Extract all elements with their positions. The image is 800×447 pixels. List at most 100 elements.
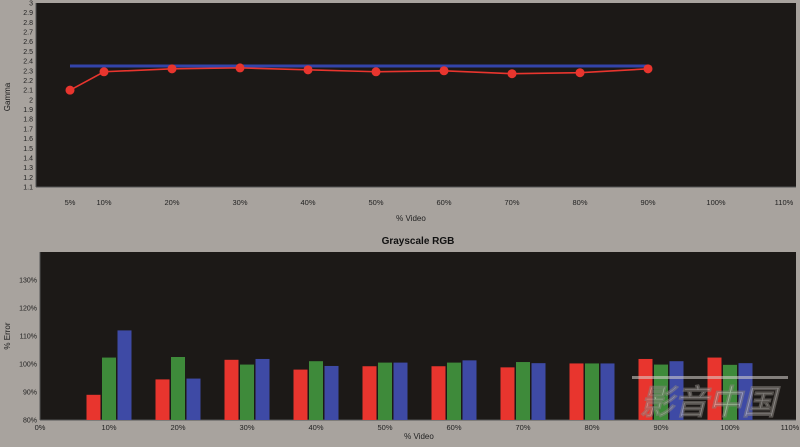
- red-bar: [569, 363, 584, 420]
- rgb-x-tick-labels: 0% 10% 20% 30% 40% 50% 60% 70% 80% 90% 100% 110%: [35, 423, 800, 432]
- blue-bar: [462, 360, 477, 420]
- green-bar: [240, 364, 254, 420]
- green-bar: [102, 357, 116, 420]
- rgb-y-tick-label: 110%: [20, 334, 37, 341]
- rgb-x-tick-label: 20%: [170, 423, 185, 432]
- gamma-x-tick-label: 110%: [775, 198, 794, 207]
- rgb-x-tick-label: 100%: [720, 423, 740, 432]
- green-bar: [585, 363, 599, 420]
- green-bar: [171, 357, 185, 420]
- gamma-y-tick-label: 2.4: [23, 59, 33, 66]
- gamma-data-point: [99, 67, 109, 77]
- gamma-y-tick-label: 2: [29, 97, 33, 104]
- gamma-y-tick-label: 3: [29, 1, 33, 8]
- gamma-data-point: [507, 69, 517, 79]
- gamma-x-axis-label: % Video: [396, 214, 426, 223]
- gamma-y-tick-label: 2.8: [23, 20, 33, 27]
- gamma-data-point: [65, 85, 75, 95]
- green-bar: [378, 362, 392, 420]
- gamma-x-tick-label: 20%: [164, 198, 179, 207]
- grayscale-rgb-chart: Grayscale RGB 80% 90% 100% 110% 120% 130% 0% 1…: [3, 236, 800, 441]
- blue-bar: [117, 330, 132, 420]
- rgb-x-tick-label: 0%: [35, 423, 46, 432]
- rgb-y-tick-label: 130%: [19, 278, 37, 285]
- gamma-y-tick-label: 2.5: [23, 49, 33, 56]
- gamma-x-tick-label: 10%: [96, 198, 111, 207]
- green-bar: [447, 362, 461, 420]
- rgb-y-tick-labels: 80% 90% 100% 110% 120% 130%: [19, 278, 37, 425]
- gamma-y-tick-label: 2.1: [23, 88, 33, 95]
- rgb-y-tick-label: 120%: [19, 306, 37, 313]
- red-bar: [224, 359, 239, 420]
- gamma-data-point: [235, 63, 245, 73]
- rgb-y-tick-label: 90%: [23, 390, 37, 397]
- gamma-data-point: [167, 64, 177, 74]
- gamma-y-tick-label: 2.2: [23, 78, 33, 85]
- gamma-x-tick-label: 90%: [640, 198, 655, 207]
- gamma-y-tick-label: 1.5: [23, 146, 33, 153]
- gamma-x-tick-label: 60%: [436, 198, 451, 207]
- blue-bar: [531, 363, 546, 420]
- rgb-chart-title: Grayscale RGB: [382, 236, 455, 247]
- gamma-y-tick-label: 2.6: [23, 39, 33, 46]
- rgb-x-axis-label: % Video: [404, 432, 434, 441]
- gamma-data-point: [439, 66, 449, 76]
- rgb-x-tick-label: 80%: [584, 423, 599, 432]
- gamma-y-tick-label: 1.7: [23, 126, 33, 133]
- red-bar: [155, 379, 170, 420]
- gamma-data-point: [575, 68, 585, 78]
- rgb-x-tick-label: 40%: [308, 423, 323, 432]
- gamma-chart: 1.1 1.2 1.3 1.4 1.5 1.6 1.7 1.8 1.9 2 2.1 2.2 2.3 2.4…: [3, 1, 796, 223]
- gamma-x-tick-label: 50%: [368, 198, 383, 207]
- rgb-x-tick-label: 30%: [239, 423, 254, 432]
- blue-bar: [669, 361, 684, 420]
- blue-bar: [186, 378, 201, 420]
- gamma-x-tick-label: 80%: [572, 198, 587, 207]
- rgb-x-tick-label: 70%: [515, 423, 530, 432]
- gamma-data-point: [371, 67, 381, 77]
- blue-bar: [600, 363, 615, 420]
- rgb-x-tick-label: 90%: [653, 423, 668, 432]
- rgb-x-tick-label: 10%: [101, 423, 116, 432]
- rgb-bars: [86, 330, 753, 420]
- gamma-y-tick-label: 2.3: [23, 68, 33, 75]
- red-bar: [500, 367, 515, 420]
- red-bar: [362, 366, 377, 420]
- gamma-y-tick-label: 1.2: [23, 175, 33, 182]
- red-bar: [638, 358, 653, 420]
- gamma-data-point: [643, 64, 653, 74]
- gamma-x-tick-labels: 5% 10% 20% 30% 40% 50% 60% 70% 80% 90% 100% 110%: [65, 198, 794, 207]
- gamma-y-tick-label: 1.6: [23, 136, 33, 143]
- gamma-x-tick-label: 40%: [300, 198, 315, 207]
- gamma-y-tick-label: 2.9: [23, 10, 33, 17]
- blue-bar: [324, 365, 339, 420]
- blue-bar: [393, 362, 408, 420]
- watermark-text: 影音中国: [640, 384, 781, 422]
- gamma-data-point: [303, 65, 313, 75]
- green-bar: [309, 361, 323, 420]
- gamma-series: [65, 63, 653, 95]
- rgb-y-tick-label: 80%: [23, 418, 37, 425]
- gamma-y-axis-label: Gamma: [3, 82, 12, 111]
- gamma-y-tick-label: 1.4: [23, 155, 33, 162]
- gamma-y-tick-label: 2.7: [23, 30, 33, 37]
- watermark-logo: 影音中国: [632, 376, 788, 422]
- gamma-y-tick-label: 1.1: [23, 185, 33, 192]
- rgb-x-tick-label: 50%: [377, 423, 392, 432]
- green-bar: [516, 362, 530, 420]
- gamma-y-tick-label: 1.8: [23, 117, 33, 124]
- red-bar: [293, 369, 308, 420]
- rgb-y-axis-label: % Error: [3, 322, 12, 349]
- gamma-x-tick-label: 100%: [706, 198, 726, 207]
- blue-bar: [255, 358, 270, 420]
- gamma-measured-line: [69, 67, 649, 91]
- red-bar: [86, 394, 101, 420]
- rgb-x-tick-label: 60%: [446, 423, 461, 432]
- red-bar: [707, 357, 722, 420]
- gamma-y-tick-label: 1.9: [23, 107, 33, 114]
- gamma-y-tick-label: 1.3: [23, 165, 33, 172]
- gamma-plot-area: [36, 3, 796, 187]
- gamma-x-tick-label: 5%: [65, 198, 76, 207]
- gamma-y-tick-labels: 1.1 1.2 1.3 1.4 1.5 1.6 1.7 1.8 1.9 2 2.1 2.2 2.3 2.4…: [23, 1, 33, 192]
